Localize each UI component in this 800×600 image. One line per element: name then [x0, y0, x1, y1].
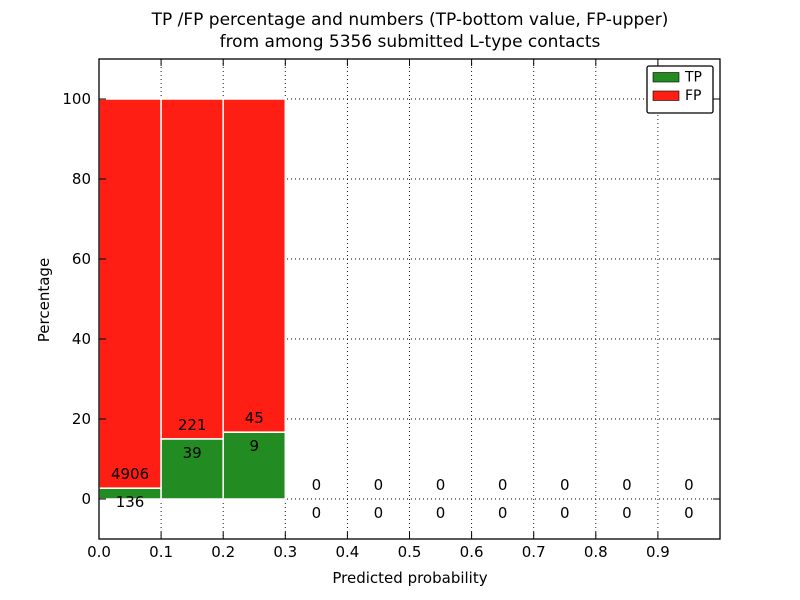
legend-swatch-tp	[652, 72, 680, 83]
y-tick-label: 60	[72, 250, 91, 268]
annotation-tp-count: 39	[183, 444, 202, 462]
annotation-fp-count: 45	[245, 409, 264, 427]
x-tick-label: 0.0	[87, 543, 111, 561]
legend-label-tp: TP	[684, 70, 702, 86]
x-tick-label: 0.7	[522, 543, 546, 561]
annotation-fp-count: 0	[312, 476, 322, 494]
bar-fp-segment	[160, 98, 224, 440]
bar-fp-segment	[98, 98, 162, 489]
annotation-fp-count: 4906	[111, 465, 149, 483]
x-tick-label: 0.1	[149, 543, 173, 561]
x-tick-label: 0.3	[273, 543, 297, 561]
annotation-fp-count: 0	[374, 476, 384, 494]
x-tick-label: 0.8	[584, 543, 608, 561]
annotation-tp-count: 0	[684, 504, 694, 522]
annotation-tp-count: 9	[249, 437, 259, 455]
x-tick-label: 0.2	[211, 543, 235, 561]
x-tick-label: 0.4	[335, 543, 359, 561]
chart-title-line2: from among 5356 submitted L-type contact…	[219, 32, 601, 52]
annotation-fp-count: 0	[622, 476, 632, 494]
x-tick-label: 0.5	[398, 543, 422, 561]
chart-title-line1: TP /FP percentage and numbers (TP-bottom…	[151, 10, 669, 30]
annotation-fp-count: 0	[684, 476, 694, 494]
y-tick-label: 20	[72, 410, 91, 428]
annotation-tp-count: 0	[436, 504, 446, 522]
annotation-tp-count: 0	[622, 504, 632, 522]
annotation-tp-count: 0	[374, 504, 384, 522]
annotation-fp-count: 0	[498, 476, 508, 494]
annotation-fp-count: 221	[178, 416, 207, 434]
y-tick-label: 40	[72, 330, 91, 348]
legend-label-fp: FP	[685, 88, 702, 104]
annotation-tp-count: 0	[560, 504, 570, 522]
y-tick-label: 80	[72, 170, 91, 188]
bar-fp-segment	[222, 98, 287, 433]
annotation-tp-count: 136	[116, 493, 145, 511]
annotation-tp-count: 0	[312, 504, 322, 522]
bar-tp-segment	[222, 431, 287, 500]
y-tick-label: 100	[62, 90, 91, 108]
y-tick-label: 0	[81, 490, 91, 508]
x-tick-label: 0.6	[460, 543, 484, 561]
x-axis-label: Predicted probability	[332, 569, 488, 587]
annotation-tp-count: 0	[498, 504, 508, 522]
chart-title: TP /FP percentage and numbers (TP-bottom…	[10, 9, 800, 53]
annotation-fp-count: 0	[560, 476, 570, 494]
x-tick-label: 0.9	[646, 543, 670, 561]
annotation-fp-count: 0	[436, 476, 446, 494]
legend-swatch-fp	[652, 90, 680, 101]
